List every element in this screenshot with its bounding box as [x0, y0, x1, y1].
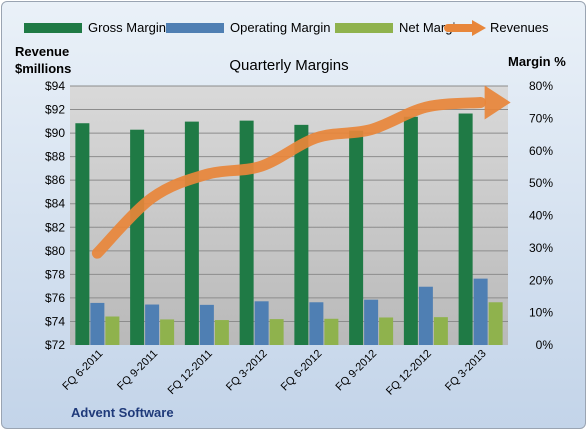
bar-gross-margin: [403, 116, 418, 345]
right-tick-label: 70%: [529, 111, 553, 125]
x-tick-label: FQ 6-2012: [279, 348, 325, 394]
left-tick-label: $94: [45, 79, 65, 93]
left-tick-label: $74: [45, 314, 65, 328]
chart-title: Quarterly Margins: [229, 57, 348, 74]
revenue-arrowhead: [484, 85, 511, 120]
bar-gross-margin: [349, 130, 364, 345]
bar-net-margin: [269, 319, 284, 345]
right-tick-label: 40%: [529, 209, 553, 223]
x-tick-label: FQ 9-2011: [115, 348, 160, 393]
right-axis-ticks: 0% 10% 20% 30% 40% 50% 60% 70% 80%: [529, 79, 553, 352]
bar-net-margin: [324, 318, 339, 345]
right-tick-label: 20%: [529, 273, 553, 287]
left-tick-label: $76: [45, 291, 65, 305]
bar-operating-margin: [309, 302, 324, 345]
left-tick-label: $84: [45, 197, 65, 211]
x-tick-label: FQ 9-2012: [334, 348, 380, 394]
bar-operating-margin: [145, 304, 160, 345]
left-tick-label: $90: [45, 126, 65, 140]
bar-net-margin: [488, 302, 503, 345]
bar-operating-margin: [254, 301, 269, 345]
revenue-line-path: [91, 96, 487, 259]
bars: [75, 113, 503, 345]
left-tick-label: $82: [45, 220, 65, 234]
left-axis-label-line2: $millions: [15, 61, 71, 76]
bar-gross-margin: [75, 123, 90, 345]
legend: Gross Margin Operating Margin Net Margin Re…: [24, 20, 549, 36]
left-tick-label: $78: [45, 267, 65, 281]
right-tick-label: 80%: [529, 79, 553, 93]
x-tick-label: FQ 3-2012: [224, 348, 270, 394]
right-tick-label: 50%: [529, 176, 553, 190]
bar-net-margin: [433, 317, 448, 345]
left-tick-label: $80: [45, 244, 65, 258]
bar-gross-margin: [130, 129, 145, 345]
x-tick-label: FQ 12-2011: [166, 348, 215, 397]
bar-operating-margin: [199, 304, 214, 345]
bar-operating-margin: [90, 302, 105, 345]
bar-net-margin: [105, 316, 120, 345]
bar-operating-margin: [418, 286, 433, 345]
right-tick-label: 0%: [536, 338, 554, 352]
x-tick-label: FQ 12-2012: [384, 348, 434, 398]
left-tick-label: $92: [45, 103, 65, 117]
bar-net-margin: [379, 317, 394, 345]
bar-gross-margin: [294, 124, 309, 345]
bar-operating-margin: [473, 278, 488, 345]
legend-label: Revenues: [490, 20, 549, 35]
left-axis-label-line1: Revenue: [15, 44, 69, 59]
left-tick-label: $86: [45, 173, 65, 187]
x-tick-label: FQ 6-2011: [60, 348, 105, 393]
x-tick-label: FQ 3-2013: [443, 348, 489, 394]
bar-net-margin: [160, 319, 175, 345]
revenue-line: [91, 85, 511, 259]
legend-swatch: [335, 23, 393, 33]
legend-swatch: [166, 23, 224, 33]
left-axis-ticks: $72 $74 $76 $78 $80 $82 $84 $86 $88 $90 $92 $94: [45, 79, 65, 352]
bar-gross-margin: [458, 113, 473, 345]
bar-gross-margin: [239, 120, 254, 345]
legend-swatch: [24, 23, 82, 33]
right-tick-label: 30%: [529, 241, 553, 255]
legend-swatch-arrow: [472, 20, 486, 36]
bar-net-margin: [214, 320, 229, 345]
legend-label: Operating Margin: [230, 20, 330, 35]
right-axis-label: Margin %: [508, 54, 566, 69]
right-tick-label: 10%: [529, 306, 553, 320]
x-axis-ticks: FQ 6-2011 FQ 9-2011 FQ 12-2011 FQ 3-2012 FQ …: [60, 348, 488, 398]
bar-gross-margin: [184, 121, 199, 345]
left-tick-label: $72: [45, 338, 65, 352]
chart-caption: Advent Software: [71, 405, 174, 420]
legend-label: Gross Margin: [88, 20, 166, 35]
right-tick-label: 60%: [529, 144, 553, 158]
left-tick-label: $88: [45, 150, 65, 164]
bar-operating-margin: [364, 299, 379, 345]
